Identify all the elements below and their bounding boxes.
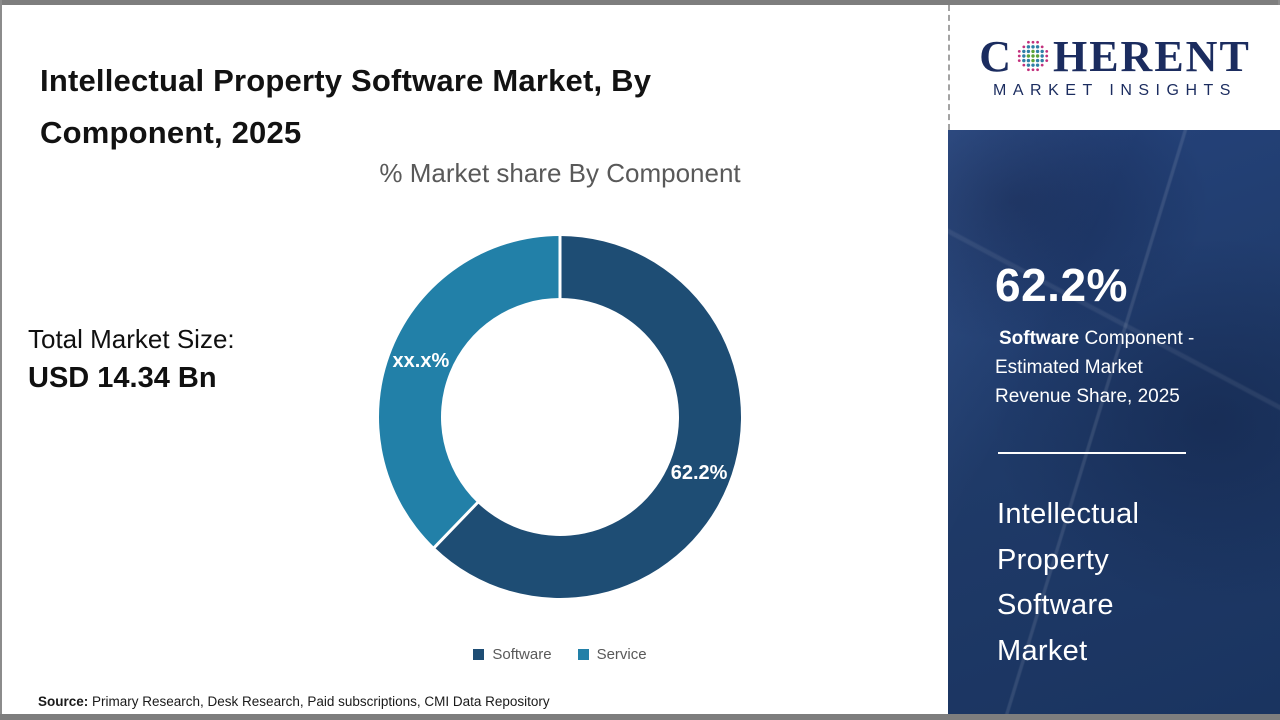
dotted-globe-icon <box>1017 40 1049 72</box>
brand-logo-letter-c: C <box>979 32 1013 81</box>
legend-swatch-service <box>577 649 589 660</box>
page-title: Intellectual Property Software Market, B… <box>40 55 860 159</box>
slice-divider <box>432 500 480 550</box>
sidebar-stat-description-rest: Component - Estimated Market Revenue Sha… <box>995 328 1195 407</box>
total-market-size-value: USD 14.34 Bn <box>28 362 217 394</box>
chart-legend: Software Service <box>350 646 770 663</box>
brand-logo-letters-rest: HERENT <box>1052 32 1251 81</box>
brand-logo-subtitle: MARKET INSIGHTS <box>993 82 1237 99</box>
total-market-size: Total Market Size: USD 14.34 Bn <box>28 324 235 395</box>
legend-swatch-software <box>473 649 485 660</box>
sidebar-market-name-line: Software <box>997 589 1114 621</box>
left-frame-bar <box>0 0 2 720</box>
brand-logo: C HERENT MARKET INSIGHTS <box>948 5 1280 130</box>
source-label: Source: <box>38 694 89 709</box>
legend-item-service: Service <box>577 646 647 663</box>
legend-label-software: Software <box>492 646 552 663</box>
legend-item-software: Software <box>473 646 552 663</box>
bottom-frame-bar <box>0 714 1280 720</box>
donut-slice-software <box>434 236 741 598</box>
highlight-sidebar: 62.2% Software Component - Estimated Mar… <box>948 130 1280 714</box>
sidebar-stat-description: Software Component - Estimated Market Re… <box>995 324 1217 411</box>
legend-label-service: Service <box>596 646 647 663</box>
sidebar-divider <box>998 452 1186 454</box>
sidebar-market-name-line: Market <box>997 634 1088 667</box>
sidebar-market-name-line: Intellectual <box>997 498 1140 530</box>
donut-label-service: xx.x% <box>393 350 450 372</box>
source-note: Source: Primary Research, Desk Research,… <box>38 694 550 709</box>
brand-logo-wordmark: C HERENT <box>979 35 1251 79</box>
sidebar-market-name-line: Property <box>997 543 1109 576</box>
sidebar-market-name: Intellectual Property Software Market <box>997 492 1139 674</box>
sidebar-stat-description-bold: Software <box>999 328 1080 349</box>
source-text: Primary Research, Desk Research, Paid su… <box>88 694 550 709</box>
top-frame-bar <box>0 0 1280 5</box>
page-title-line2: Component, 2025 <box>40 114 302 150</box>
donut-slice-service <box>378 236 560 548</box>
page-title-line1: Intellectual Property Software Market, B… <box>40 62 652 98</box>
donut-label-software: 62.2% <box>671 462 728 484</box>
chart-title: % Market share By Component <box>379 158 741 188</box>
total-market-size-label: Total Market Size: <box>28 324 235 354</box>
sidebar-stat-value: 62.2% <box>995 259 1128 311</box>
donut-chart: 62.2% xx.x% <box>378 235 741 598</box>
